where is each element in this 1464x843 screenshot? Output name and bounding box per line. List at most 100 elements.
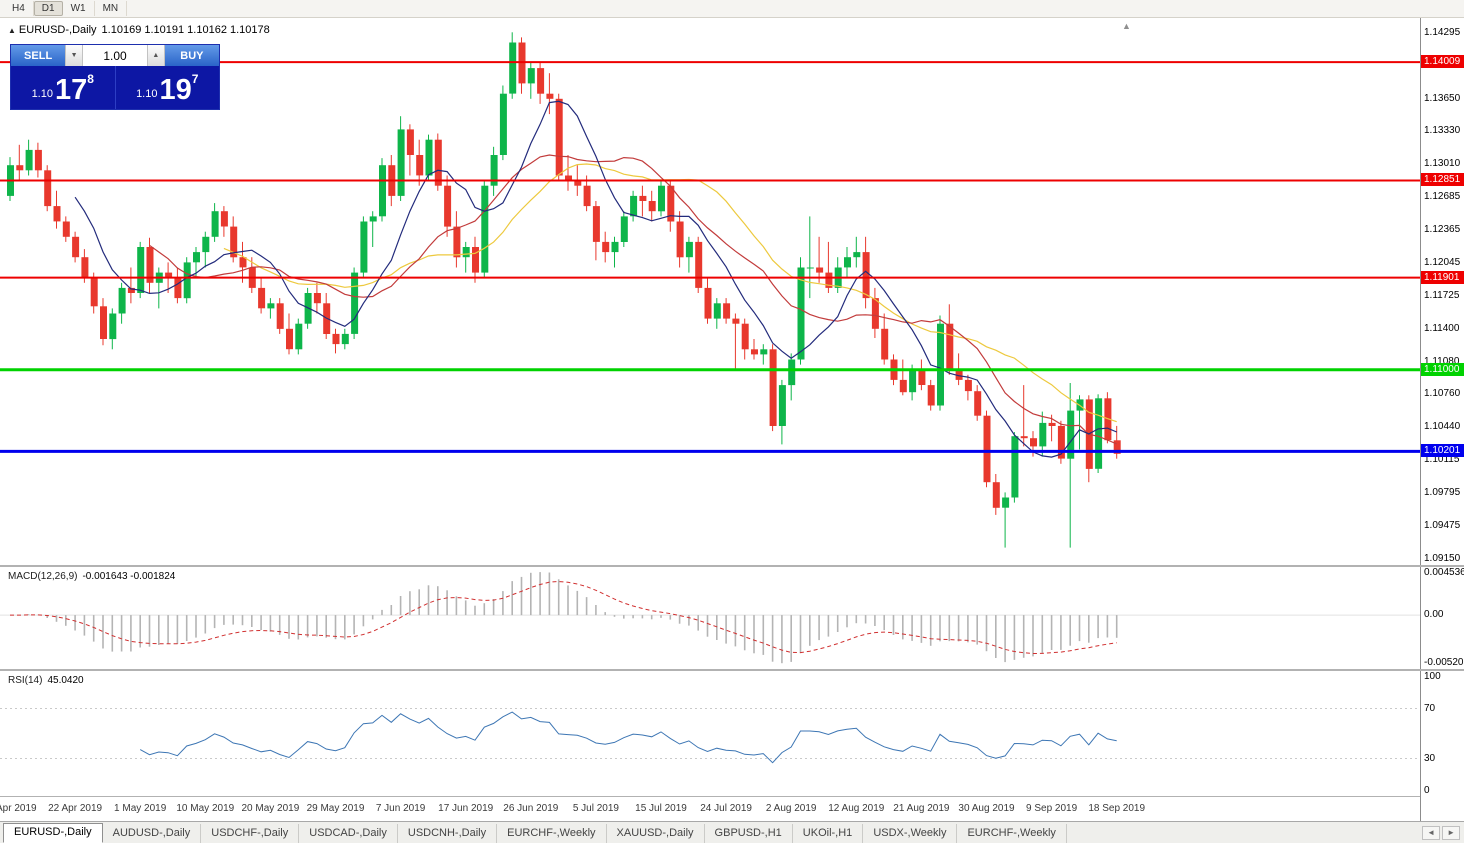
price-level-badge: 1.11000 [1421, 362, 1464, 376]
price-axis[interactable]: 1.14295 1.13650 1.13330 1.13010 1.12685 1.123… [1420, 18, 1464, 821]
rsi-chart [0, 708, 1420, 764]
chart-info: ▲ EURUSD-,Daily 1.10169 1.10191 1.10162 1.… [8, 24, 275, 36]
sell-price-point: 8 [87, 72, 94, 86]
trade-controls-row: SELL ▼ ▲ BUY [11, 45, 219, 66]
price-tick: 1.12685 [1424, 191, 1461, 203]
rsi-axis-label: 30 [1424, 752, 1436, 764]
price-tick: 1.10440 [1424, 420, 1461, 432]
chart-tab-gbpusd-h1[interactable]: GBPUSD-,H1 [705, 824, 793, 843]
sell-price-pips: 17 [54, 74, 88, 106]
timeframe-button-h4[interactable]: H4 [4, 1, 34, 16]
price-tick: 1.12365 [1424, 224, 1461, 236]
plot-area: ▲ EURUSD-,Daily 1.10169 1.10191 1.10162 1.… [0, 18, 1464, 822]
price-tick: 1.13010 [1424, 158, 1461, 170]
price-tick: 1.13330 [1424, 125, 1461, 137]
date-label: 10 May 2019 [176, 803, 235, 814]
ma-8-line [74, 100, 1117, 458]
date-label: 11 Apr 2019 [0, 803, 37, 814]
date-label: 9 Sep 2019 [1026, 803, 1078, 814]
chart-tab-usdx-weekly[interactable]: USDX-,Weekly [863, 824, 958, 843]
chart-tab-xauusd-daily[interactable]: XAUUSD-,Daily [607, 824, 705, 843]
chart-tabs-bar: EURUSD-,Daily AUDUSD-,Daily USDCHF-,Daily U… [0, 821, 1464, 843]
macd-axis-label: 0.004536 [1424, 567, 1464, 578]
price-tick: 1.11080 [1424, 355, 1460, 367]
chart-ohlc-values: 1.10169 1.10191 1.10162 1.10178 [101, 24, 270, 36]
timeframe-button-w1[interactable]: W1 [63, 1, 95, 16]
date-label: 20 May 2019 [241, 803, 300, 814]
tabs-scroll-left-button[interactable]: ◄ [1422, 826, 1441, 840]
buy-button[interactable]: BUY [164, 45, 219, 66]
rsi-name: RSI(14) [8, 675, 43, 686]
macd-panel[interactable]: MACD(12,26,9) -0.001643 -0.001824 [0, 567, 1420, 669]
chart-tab-usdchf-daily[interactable]: USDCHF-,Daily [201, 824, 300, 843]
rsi-axis-label: 70 [1424, 702, 1436, 714]
volume-input[interactable] [83, 45, 147, 66]
chart-tab-usdcnh-daily[interactable]: USDCNH-,Daily [398, 824, 498, 843]
collapse-arrow-icon[interactable]: ▲ [8, 26, 16, 35]
chart-tab-eurchf-weekly[interactable]: EURCHF-,Weekly [497, 824, 607, 843]
volume-decrease-button[interactable]: ▼ [65, 45, 83, 66]
macd-axis-label: -0.005205 [1424, 657, 1464, 668]
date-axis[interactable]: 11 Apr 2019 22 Apr 2019 1 May 2019 10 May 2… [0, 796, 1420, 822]
chart-tab-eurchf-weekly[interactable]: EURCHF-,Weekly [957, 824, 1067, 843]
date-label: 17 Jun 2019 [438, 803, 494, 814]
price-tick: 1.10760 [1424, 388, 1461, 400]
sell-button[interactable]: SELL [11, 45, 66, 66]
date-label: 26 Jun 2019 [503, 803, 559, 814]
date-label: 30 Aug 2019 [958, 803, 1015, 814]
date-label: 5 Jul 2019 [572, 803, 619, 814]
price-panel[interactable]: ▲ EURUSD-,Daily 1.10169 1.10191 1.10162 1.… [0, 18, 1420, 565]
panel-splitter-rsi[interactable] [0, 669, 1464, 671]
buy-price-display[interactable]: 1.10 19 7 [116, 66, 220, 109]
chart-window: ▲ EURUSD-,Daily 1.10169 1.10191 1.10162 1.… [0, 18, 1464, 821]
rsi-panel[interactable]: RSI(14) 45.0420 [0, 671, 1420, 796]
chart-tab-ukoil-h1[interactable]: UKOil-,H1 [793, 824, 864, 843]
price-level-badge: 1.11901 [1421, 270, 1464, 284]
price-tick: 1.10115 [1424, 454, 1460, 466]
macd-name: MACD(12,26,9) [8, 571, 78, 582]
price-tick: 1.13650 [1424, 92, 1461, 104]
rsi-axis-label: 100 [1424, 671, 1441, 682]
date-label: 18 Sep 2019 [1088, 803, 1146, 814]
price-tick: 1.11725 [1424, 289, 1460, 301]
buy-price-point: 7 [191, 72, 199, 86]
volume-increase-button[interactable]: ▲ [147, 45, 165, 66]
macd-chart [0, 572, 1420, 664]
macd-axis-label: 0.00 [1424, 609, 1444, 621]
price-tick: 1.09795 [1424, 486, 1461, 498]
date-label: 21 Aug 2019 [893, 803, 950, 814]
macd-current-values: -0.001643 -0.001824 [82, 571, 176, 582]
date-label: 24 Jul 2019 [700, 803, 752, 814]
rsi-line [139, 711, 1117, 764]
trade-prices-row: 1.10 17 8 1.10 19 7 [11, 66, 219, 109]
chart-symbol-label: EURUSD-,Daily [18, 24, 97, 36]
one-click-trading-widget: SELL ▼ ▲ BUY 1.10 17 8 1.10 19 7 [10, 44, 220, 110]
price-level-badge: 1.14009 [1421, 55, 1464, 69]
panel-splitter-macd[interactable] [0, 565, 1464, 567]
price-tick: 1.14295 [1424, 26, 1461, 38]
tabs-scroll-right-button[interactable]: ► [1442, 826, 1460, 840]
price-tick: 1.09150 [1424, 552, 1461, 564]
sell-price-figure: 1.10 [31, 88, 53, 100]
rsi-current-value: 45.0420 [47, 675, 84, 686]
date-label: 12 Aug 2019 [828, 803, 885, 814]
chart-tab-audusd-daily[interactable]: AUDUSD-,Daily [103, 824, 202, 843]
rsi-axis-label: 0 [1424, 785, 1430, 796]
chart-shift-marker-icon[interactable]: ▲ [1122, 21, 1131, 31]
date-label: 7 Jun 2019 [375, 803, 426, 814]
date-label: 29 May 2019 [306, 803, 365, 814]
macd-title: MACD(12,26,9) -0.001643 -0.001824 [8, 571, 175, 582]
chart-tab-eurusd-daily[interactable]: EURUSD-,Daily [3, 823, 103, 843]
price-axis-main: 1.14295 1.13650 1.13330 1.13010 1.12685 1.123… [1421, 18, 1464, 565]
chart-tab-usdcad-daily[interactable]: USDCAD-,Daily [299, 824, 398, 843]
chart-tabs: EURUSD-,Daily AUDUSD-,Daily USDCHF-,Daily U… [0, 823, 1416, 843]
timeframe-button-d1[interactable]: D1 [33, 1, 63, 16]
macd-histogram [18, 572, 1118, 664]
timeframe-button-mn[interactable]: MN [95, 1, 128, 16]
buy-price-pips: 19 [159, 74, 192, 106]
sell-price-display[interactable]: 1.10 17 8 [11, 66, 116, 109]
price-level-badge: 1.10201 [1421, 444, 1464, 458]
candlestick-chart [0, 32, 1420, 548]
tab-scroll-arrows: ◄ ► [1416, 826, 1464, 843]
price-axis-macd: 0.004536 0.00 -0.005205 [1421, 567, 1464, 669]
